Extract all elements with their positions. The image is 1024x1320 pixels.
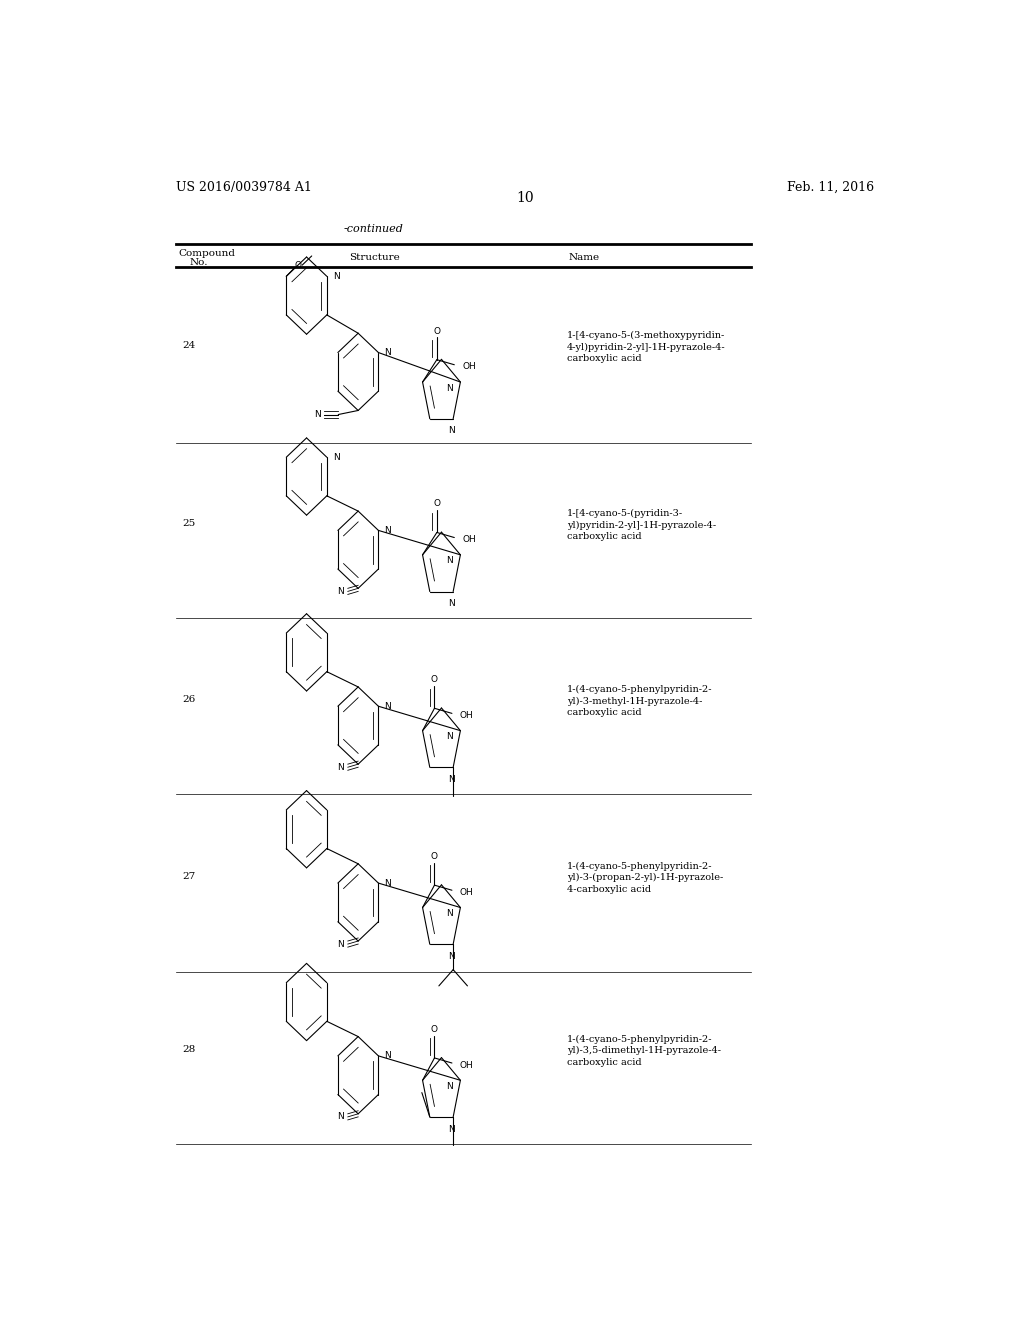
Text: Feb. 11, 2016: Feb. 11, 2016 [786, 181, 873, 194]
Text: OH: OH [462, 362, 476, 371]
Text: O: O [295, 260, 302, 269]
Text: OH: OH [460, 888, 474, 896]
Text: N: N [385, 702, 391, 710]
Text: N: N [445, 384, 453, 392]
Text: OH: OH [460, 1060, 474, 1069]
Text: N: N [449, 1125, 455, 1134]
Text: N: N [445, 557, 453, 565]
Text: 1-[4-cyano-5-(pyridin-3-
yl)pyridin-2-yl]-1H-pyrazole-4-
carboxylic acid: 1-[4-cyano-5-(pyridin-3- yl)pyridin-2-yl… [567, 510, 716, 541]
Text: N: N [314, 411, 322, 418]
Text: 24: 24 [182, 342, 196, 350]
Text: 1-(4-cyano-5-phenylpyridin-2-
yl)-3-methyl-1H-pyrazole-4-
carboxylic acid: 1-(4-cyano-5-phenylpyridin-2- yl)-3-meth… [567, 685, 713, 717]
Text: Name: Name [568, 253, 600, 261]
Text: US 2016/0039784 A1: US 2016/0039784 A1 [176, 181, 311, 194]
Text: O: O [431, 853, 438, 861]
Text: 25: 25 [182, 519, 196, 528]
Text: N: N [385, 879, 391, 887]
Text: N: N [449, 599, 455, 609]
Text: 1-(4-cyano-5-phenylpyridin-2-
yl)-3,5-dimethyl-1H-pyrazole-4-
carboxylic acid: 1-(4-cyano-5-phenylpyridin-2- yl)-3,5-di… [567, 1035, 721, 1067]
Text: 1-[4-cyano-5-(3-methoxypyridin-
4-yl)pyridin-2-yl]-1H-pyrazole-4-
carboxylic aci: 1-[4-cyano-5-(3-methoxypyridin- 4-yl)pyr… [567, 331, 725, 363]
Text: No.: No. [189, 257, 209, 267]
Text: 26: 26 [182, 696, 196, 704]
Text: OH: OH [462, 535, 476, 544]
Text: 27: 27 [182, 873, 196, 880]
Text: N: N [449, 426, 455, 436]
Text: N: N [333, 272, 340, 281]
Text: Structure: Structure [348, 253, 399, 261]
Text: 10: 10 [516, 191, 534, 205]
Text: 1-(4-cyano-5-phenylpyridin-2-
yl)-3-(propan-2-yl)-1H-pyrazole-
4-carboxylic acid: 1-(4-cyano-5-phenylpyridin-2- yl)-3-(pro… [567, 862, 723, 894]
Text: N: N [337, 1113, 344, 1122]
Text: O: O [433, 327, 440, 335]
Text: 28: 28 [182, 1044, 196, 1053]
Text: N: N [445, 733, 453, 742]
Text: N: N [337, 763, 344, 772]
Text: O: O [431, 1024, 438, 1034]
Text: N: N [333, 453, 340, 462]
Text: N: N [449, 952, 455, 961]
Text: N: N [337, 587, 344, 595]
Text: N: N [445, 1082, 453, 1090]
Text: N: N [385, 348, 391, 356]
Text: O: O [431, 676, 438, 684]
Text: O: O [433, 499, 440, 508]
Text: Compound: Compound [178, 249, 234, 257]
Text: N: N [337, 940, 344, 949]
Text: N: N [385, 525, 391, 535]
Text: OH: OH [460, 711, 474, 719]
Text: N: N [449, 775, 455, 784]
Text: -continued: -continued [344, 224, 403, 235]
Text: N: N [385, 1052, 391, 1060]
Text: N: N [445, 909, 453, 919]
